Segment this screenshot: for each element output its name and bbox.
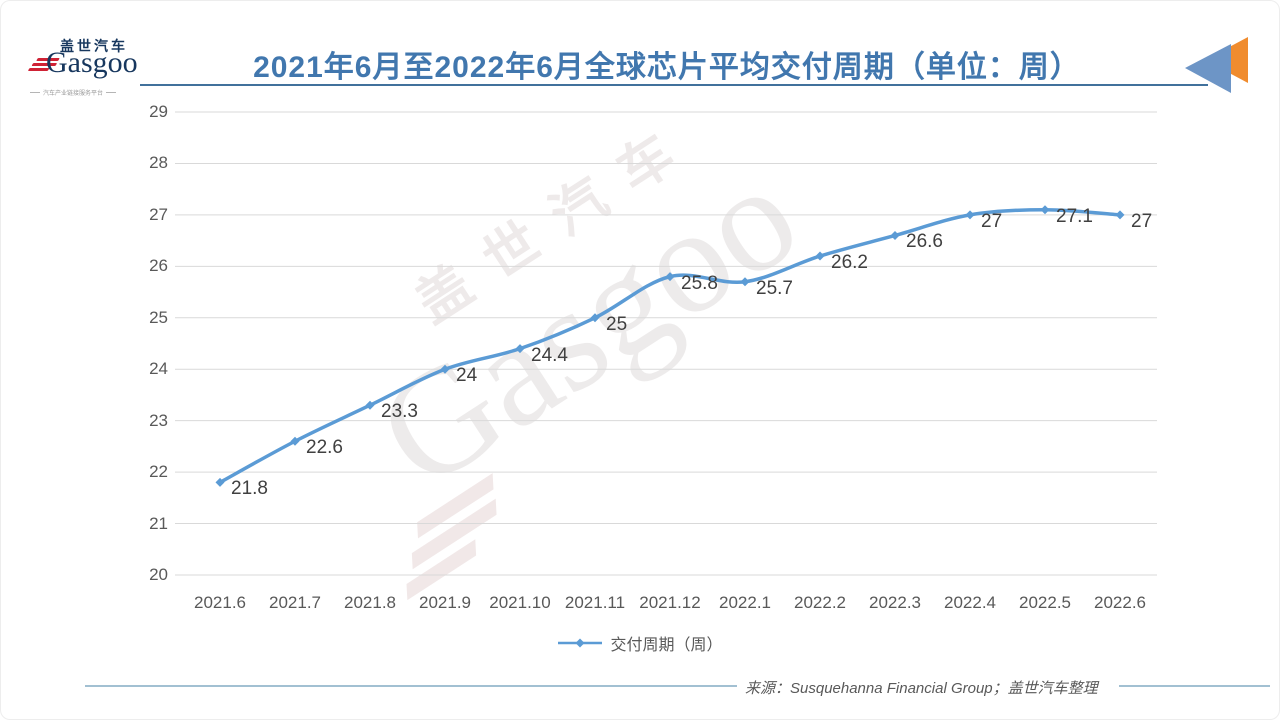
data-point-label: 27 <box>981 210 1003 232</box>
corner-triangles-icon <box>1185 37 1248 93</box>
x-tick-label: 2022.2 <box>794 593 846 612</box>
data-point-label: 25.8 <box>681 272 718 294</box>
x-tick-label: 2021.12 <box>639 593 701 612</box>
y-tick-label: 23 <box>149 410 168 430</box>
footer-rule-left <box>85 685 737 687</box>
gasgoo-logo-mark: 盖世汽车 Gasgoo <box>27 36 148 82</box>
data-point-label: 24.4 <box>531 344 568 366</box>
y-tick-label: 29 <box>149 102 168 121</box>
x-tick-label: 2021.8 <box>344 593 396 612</box>
x-tick-label: 2022.5 <box>1019 593 1071 612</box>
series-path <box>218 207 1122 485</box>
data-point-marker <box>1115 210 1125 220</box>
footer-rule-right <box>1119 685 1270 687</box>
data-point-marker <box>590 313 600 323</box>
logo-english-name: Gasgoo <box>46 46 138 79</box>
data-point-label: 26.6 <box>906 231 943 253</box>
legend: 交付周期（周） <box>0 631 1280 655</box>
y-tick-label: 25 <box>149 307 168 327</box>
data-point-label: 25 <box>606 313 628 335</box>
legend-line-marker-icon <box>558 638 603 648</box>
y-tick-label: 28 <box>149 153 168 173</box>
data-point-marker <box>440 364 450 374</box>
gasgoo-logo: 盖世汽车 Gasgoo 汽车产业链接服务平台 <box>27 36 148 97</box>
x-tick-label: 2021.9 <box>419 593 471 612</box>
data-point-marker <box>290 436 300 446</box>
legend-label: 交付周期（周） <box>610 637 723 654</box>
series-line <box>215 205 1125 487</box>
data-point-label: 23.3 <box>381 401 418 423</box>
x-tick-label: 2021.7 <box>269 593 321 612</box>
x-tick-label: 2022.1 <box>719 593 771 612</box>
data-point-label: 22.6 <box>306 437 343 459</box>
x-tick-label: 2022.4 <box>944 593 996 612</box>
title-underline <box>140 84 1208 86</box>
logo-chinese-name: 盖世汽车 <box>60 38 128 54</box>
data-point-label: 27.1 <box>1056 205 1093 227</box>
data-point-marker <box>665 272 675 282</box>
x-tick-label: 2021.11 <box>564 593 626 612</box>
data-point-marker <box>965 210 975 220</box>
y-tick-label: 24 <box>149 359 168 379</box>
data-point-label: 27 <box>1131 210 1153 232</box>
data-point-marker <box>215 477 225 487</box>
data-point-marker <box>740 277 750 287</box>
data-point-label: 25.7 <box>756 277 793 299</box>
page-title: 2021年6月至2022年6月全球芯片平均交付周期（单位：周） <box>253 51 1081 84</box>
data-point-marker <box>815 251 825 261</box>
data-point-marker <box>365 400 375 410</box>
x-tick-label: 2022.6 <box>1094 593 1146 612</box>
data-point-marker <box>515 344 525 354</box>
y-tick-label: 20 <box>149 565 168 584</box>
data-point-label: 24 <box>456 365 478 387</box>
x-tick-label: 2021.10 <box>489 593 551 612</box>
y-tick-label: 27 <box>149 204 168 224</box>
data-point-marker <box>890 230 900 240</box>
gridlines <box>175 111 1157 576</box>
y-tick-label: 22 <box>149 462 168 482</box>
y-tick-label: 21 <box>149 513 168 533</box>
x-tick-label: 2021.6 <box>194 593 246 612</box>
data-point-label: 26.2 <box>831 252 868 274</box>
x-tick-label: 2022.3 <box>869 593 921 612</box>
logo-tagline: 汽车产业链接服务平台 <box>30 88 148 97</box>
data-point-label: 21.8 <box>231 478 268 500</box>
source-text: 来源：Susquehanna Financial Group；盖世汽车整理 <box>745 680 1098 697</box>
data-point-marker <box>1040 205 1050 215</box>
y-tick-label: 26 <box>149 256 168 276</box>
